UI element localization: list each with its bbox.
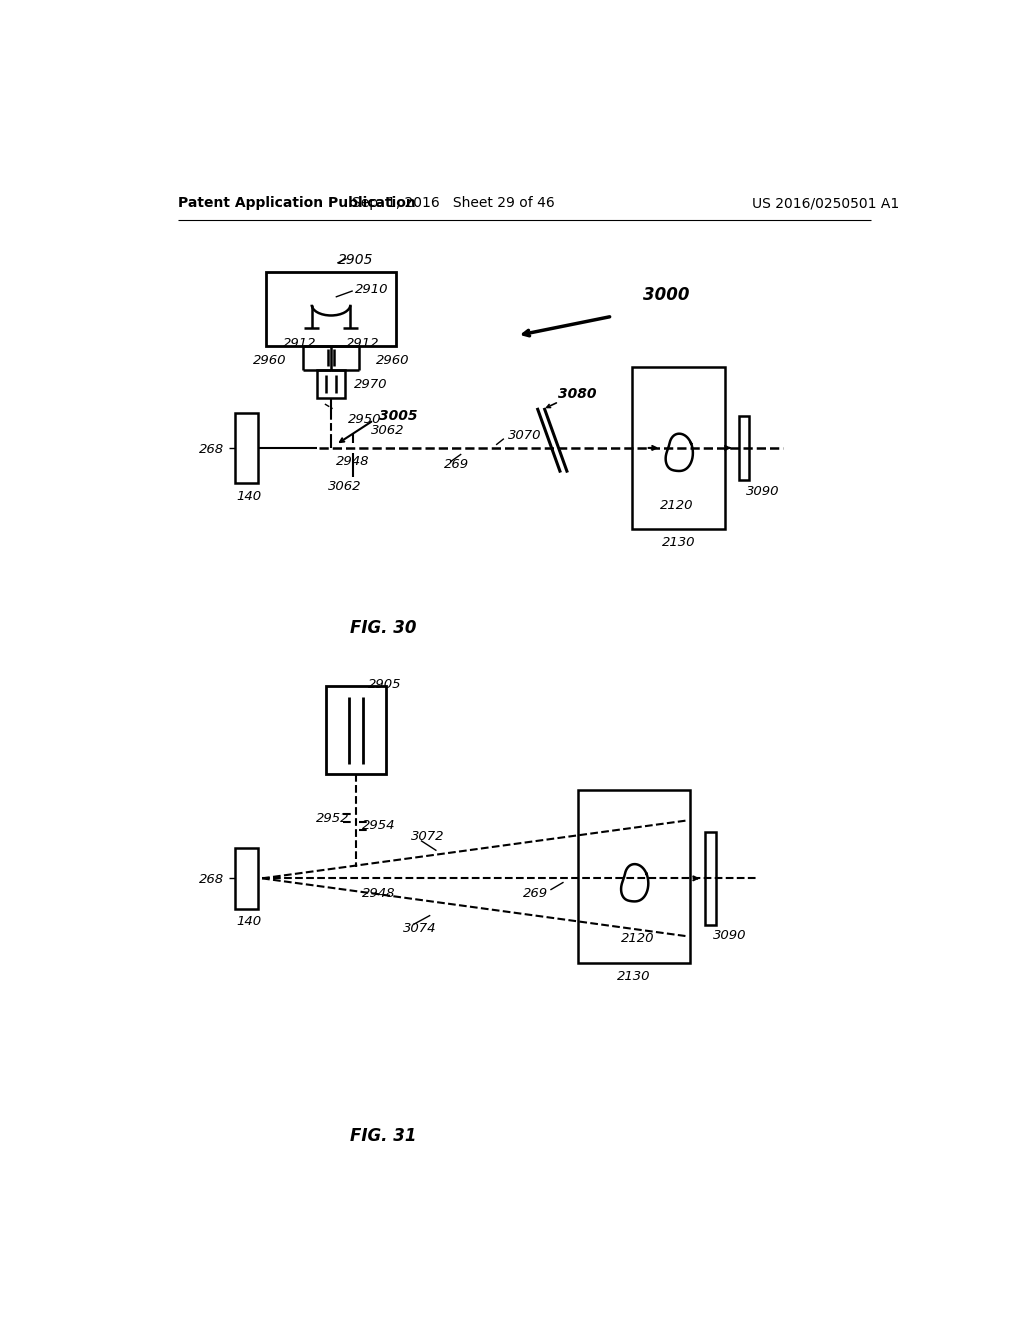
- Text: 2912: 2912: [346, 337, 379, 350]
- Text: 2905: 2905: [338, 253, 374, 267]
- Text: 2960: 2960: [376, 354, 410, 367]
- Bar: [738, 416, 749, 480]
- Bar: [266, 272, 396, 346]
- Text: 269: 269: [523, 887, 548, 900]
- Text: 2910: 2910: [354, 282, 388, 296]
- Text: 2952: 2952: [316, 812, 349, 825]
- Text: 2130: 2130: [662, 536, 695, 549]
- Text: Patent Application Publication: Patent Application Publication: [178, 197, 416, 210]
- Text: 2905: 2905: [368, 677, 401, 690]
- Bar: [326, 686, 386, 775]
- Text: 3070: 3070: [508, 429, 542, 442]
- Bar: [317, 370, 345, 397]
- Text: 3072: 3072: [411, 829, 444, 842]
- Text: 3080: 3080: [558, 387, 597, 401]
- Text: 2120: 2120: [621, 932, 654, 945]
- Text: 3090: 3090: [714, 929, 746, 942]
- Text: FIG. 30: FIG. 30: [350, 619, 417, 638]
- Bar: [706, 832, 716, 924]
- Text: 140: 140: [237, 490, 261, 503]
- Text: 2950: 2950: [348, 413, 382, 426]
- Text: 268: 268: [199, 444, 224, 455]
- Text: 2948: 2948: [336, 455, 370, 469]
- Text: 2960: 2960: [253, 354, 286, 367]
- Text: 3090: 3090: [745, 484, 779, 498]
- Text: 2954: 2954: [362, 820, 395, 833]
- Text: 3074: 3074: [403, 921, 436, 935]
- Bar: [578, 789, 690, 964]
- Text: 140: 140: [237, 915, 261, 928]
- Text: FIG. 31: FIG. 31: [350, 1127, 417, 1146]
- Text: 2970: 2970: [354, 378, 388, 391]
- Text: 2120: 2120: [659, 499, 693, 512]
- Text: 3005: 3005: [379, 409, 418, 422]
- Bar: [234, 847, 258, 909]
- Text: US 2016/0250501 A1: US 2016/0250501 A1: [752, 197, 899, 210]
- Text: 2912: 2912: [283, 337, 316, 350]
- Text: 3000: 3000: [643, 286, 690, 305]
- Text: 269: 269: [444, 458, 469, 471]
- Bar: [234, 413, 258, 483]
- Bar: [632, 367, 725, 529]
- Text: 2130: 2130: [616, 970, 650, 983]
- Text: 268: 268: [199, 874, 224, 887]
- Text: 3062: 3062: [329, 480, 361, 492]
- Text: 3062: 3062: [372, 425, 404, 437]
- Text: Sep. 1, 2016   Sheet 29 of 46: Sep. 1, 2016 Sheet 29 of 46: [352, 197, 555, 210]
- Text: 2948: 2948: [362, 887, 395, 900]
